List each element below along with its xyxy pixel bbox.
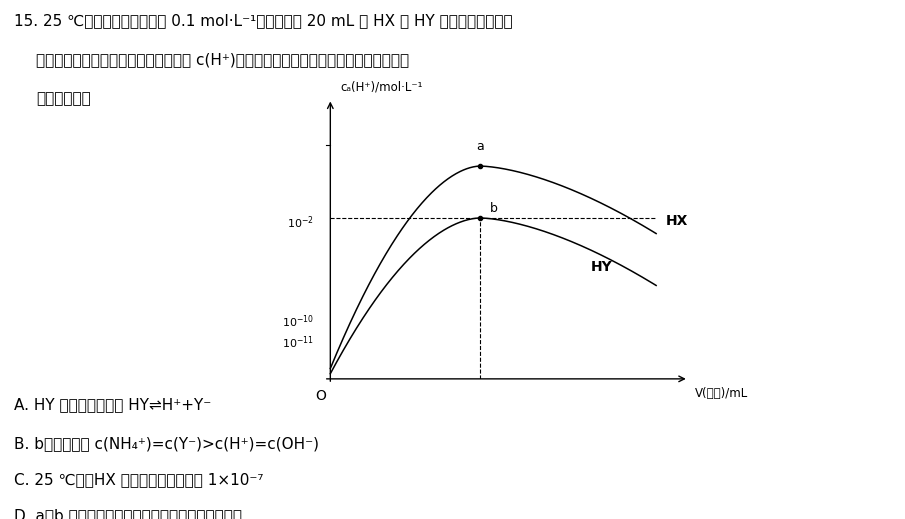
Text: V(氨水)/mL: V(氨水)/mL [695,387,748,400]
Text: HX: HX [666,214,689,227]
Text: $10^{-10}$: $10^{-10}$ [282,313,314,330]
Text: cₐ(H⁺)/mol·L⁻¹: cₐ(H⁺)/mol·L⁻¹ [340,80,423,93]
Text: 质的量浓度的氨水，溶液中水电离出的 c(H⁺)与加入氨水的体积变化关系如图所示，下列: 质的量浓度的氨水，溶液中水电离出的 c(H⁺)与加入氨水的体积变化关系如图所示，… [36,52,409,67]
Text: 15. 25 ℃时，分别向浓度均为 0.1 mol·L⁻¹，体积均为 20 mL 的 HX 和 HY 的溶液中滴入等物: 15. 25 ℃时，分别向浓度均为 0.1 mol·L⁻¹，体积均为 20 mL… [14,13,512,28]
Text: C. 25 ℃时，HX 的电离平衡常数约为 1×10⁻⁷: C. 25 ℃时，HX 的电离平衡常数约为 1×10⁻⁷ [14,472,263,487]
Text: HY: HY [591,261,613,274]
Text: $10^{-2}$: $10^{-2}$ [287,215,314,231]
Text: 说法正确的是: 说法正确的是 [36,91,90,106]
Text: A. HY 的电离方程式为 HY⇌H⁺+Y⁻: A. HY 的电离方程式为 HY⇌H⁺+Y⁻ [14,397,211,412]
Text: $10^{-11}$: $10^{-11}$ [282,334,314,351]
Text: O: O [315,389,326,403]
Text: D. a、b 两点对应溶液中存在的微粒种类、数目相同: D. a、b 两点对应溶液中存在的微粒种类、数目相同 [14,509,242,519]
Text: b: b [490,202,498,215]
Text: B. b点时溶液中 c(NH₄⁺)=c(Y⁻)>c(H⁺)=c(OH⁻): B. b点时溶液中 c(NH₄⁺)=c(Y⁻)>c(H⁺)=c(OH⁻) [14,436,319,451]
Text: a: a [476,140,484,153]
